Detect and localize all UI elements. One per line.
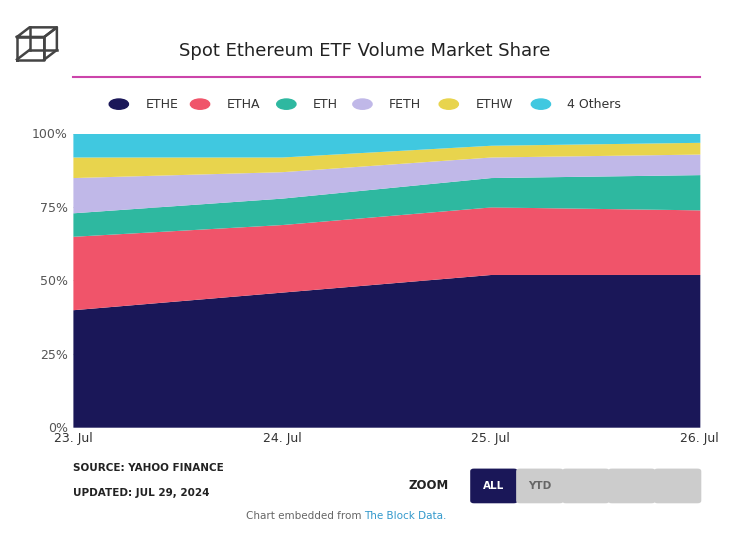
Text: Spot Ethereum ETF Volume Market Share: Spot Ethereum ETF Volume Market Share bbox=[179, 42, 550, 60]
Text: ETHW: ETHW bbox=[475, 98, 512, 111]
Text: ETHA: ETHA bbox=[227, 98, 260, 111]
Text: 4 Others: 4 Others bbox=[567, 98, 621, 111]
Text: YTD: YTD bbox=[529, 481, 551, 491]
Text: FETH: FETH bbox=[389, 98, 421, 111]
Text: ETHE: ETHE bbox=[145, 98, 178, 111]
Text: SOURCE: YAHOO FINANCE: SOURCE: YAHOO FINANCE bbox=[73, 462, 224, 473]
Text: ZOOM: ZOOM bbox=[408, 480, 448, 492]
Text: The Block Data.: The Block Data. bbox=[364, 511, 447, 521]
Text: Chart embedded from: Chart embedded from bbox=[246, 511, 364, 521]
Text: ETH: ETH bbox=[313, 98, 338, 111]
Text: ALL: ALL bbox=[483, 481, 504, 491]
Text: UPDATED: JUL 29, 2024: UPDATED: JUL 29, 2024 bbox=[73, 488, 209, 498]
